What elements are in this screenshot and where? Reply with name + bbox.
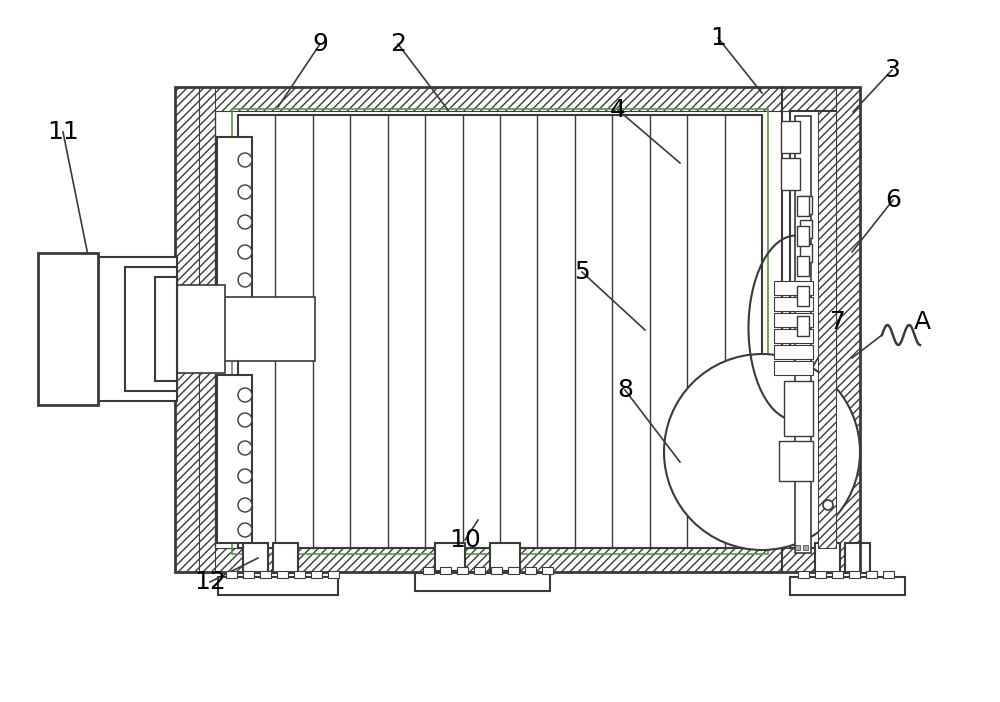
Circle shape bbox=[238, 215, 252, 229]
Bar bbox=[797, 226, 809, 246]
Bar bbox=[491, 567, 502, 574]
Bar bbox=[784, 381, 813, 436]
Bar bbox=[508, 567, 519, 574]
Bar bbox=[795, 116, 811, 553]
Text: 12: 12 bbox=[194, 570, 226, 594]
Bar bbox=[199, 87, 215, 572]
Bar bbox=[125, 267, 177, 391]
Text: 4: 4 bbox=[610, 98, 626, 122]
Bar bbox=[798, 571, 809, 578]
Bar bbox=[800, 196, 812, 214]
Bar bbox=[273, 543, 298, 573]
Circle shape bbox=[823, 500, 833, 510]
Bar bbox=[774, 361, 813, 375]
Bar bbox=[542, 567, 553, 574]
Bar bbox=[790, 111, 836, 548]
Bar bbox=[795, 545, 800, 550]
Bar bbox=[175, 548, 860, 572]
Text: 9: 9 bbox=[312, 32, 328, 56]
Circle shape bbox=[238, 469, 252, 483]
Bar bbox=[803, 545, 808, 550]
Bar bbox=[95, 297, 315, 361]
Bar bbox=[311, 571, 322, 578]
Circle shape bbox=[238, 153, 252, 167]
Bar bbox=[474, 567, 485, 574]
Bar bbox=[155, 277, 177, 381]
Text: 7: 7 bbox=[830, 310, 846, 334]
Bar bbox=[800, 244, 812, 262]
Bar bbox=[797, 256, 809, 276]
Bar bbox=[774, 297, 813, 311]
Text: 11: 11 bbox=[47, 120, 79, 144]
Bar bbox=[883, 571, 894, 578]
Bar bbox=[328, 571, 339, 578]
Bar bbox=[815, 571, 826, 578]
Bar bbox=[866, 571, 877, 578]
Bar bbox=[440, 567, 451, 574]
Bar bbox=[836, 87, 860, 572]
Bar bbox=[797, 196, 809, 216]
Circle shape bbox=[238, 245, 252, 259]
Text: A: A bbox=[913, 310, 931, 334]
Bar bbox=[790, 577, 905, 595]
Bar bbox=[800, 220, 812, 238]
Text: 5: 5 bbox=[574, 260, 590, 284]
Bar bbox=[435, 543, 465, 571]
Bar bbox=[38, 253, 98, 405]
Bar bbox=[490, 543, 520, 571]
Bar bbox=[849, 571, 860, 578]
Text: 6: 6 bbox=[885, 188, 901, 212]
Bar bbox=[525, 567, 536, 574]
Text: 10: 10 bbox=[449, 528, 481, 552]
Bar bbox=[797, 286, 809, 306]
Circle shape bbox=[238, 185, 252, 199]
Bar bbox=[217, 375, 252, 543]
Text: 8: 8 bbox=[617, 378, 633, 402]
Bar bbox=[845, 543, 870, 573]
Bar bbox=[95, 257, 177, 401]
Bar bbox=[774, 329, 813, 343]
Bar bbox=[218, 577, 338, 595]
Bar bbox=[170, 285, 225, 373]
Bar bbox=[781, 158, 800, 190]
Bar bbox=[423, 567, 434, 574]
Bar bbox=[781, 121, 800, 153]
Bar bbox=[774, 313, 813, 327]
Bar bbox=[779, 441, 813, 481]
Circle shape bbox=[238, 523, 252, 537]
Bar bbox=[175, 87, 860, 111]
Bar bbox=[774, 345, 813, 359]
Circle shape bbox=[238, 498, 252, 512]
Bar bbox=[260, 571, 271, 578]
Bar bbox=[238, 115, 762, 548]
Circle shape bbox=[238, 413, 252, 427]
Bar bbox=[217, 137, 252, 302]
Bar bbox=[815, 543, 840, 573]
Bar bbox=[175, 87, 860, 572]
Bar bbox=[226, 571, 237, 578]
Bar bbox=[294, 571, 305, 578]
Circle shape bbox=[238, 273, 252, 287]
Bar bbox=[818, 111, 836, 548]
Text: 1: 1 bbox=[710, 26, 726, 50]
Circle shape bbox=[238, 388, 252, 402]
Circle shape bbox=[664, 354, 860, 550]
Bar bbox=[175, 87, 199, 572]
Bar bbox=[243, 571, 254, 578]
Circle shape bbox=[238, 441, 252, 455]
Text: 3: 3 bbox=[884, 58, 900, 82]
Bar bbox=[457, 567, 468, 574]
Bar bbox=[243, 543, 268, 573]
Bar bbox=[277, 571, 288, 578]
Bar bbox=[415, 573, 550, 591]
Bar bbox=[832, 571, 843, 578]
Bar bbox=[774, 281, 813, 295]
Text: 2: 2 bbox=[390, 32, 406, 56]
Bar bbox=[232, 109, 768, 554]
Bar bbox=[797, 316, 809, 336]
